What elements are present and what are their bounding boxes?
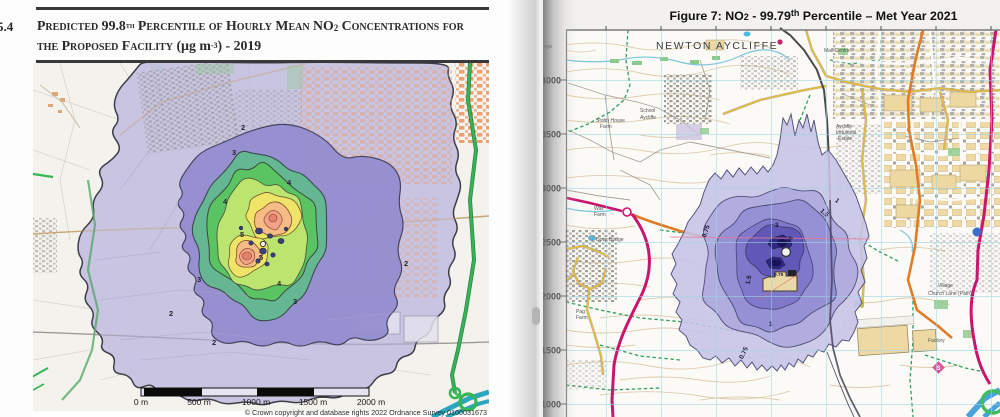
svg-text:nge: nge <box>544 44 553 50</box>
svg-text:4: 4 <box>287 178 292 187</box>
svg-text:Estate: Estate <box>838 136 852 142</box>
svg-text:0.75: 0.75 <box>738 346 750 361</box>
svg-text:© Crown copyright and database: © Crown copyright and database rights 20… <box>245 408 487 417</box>
svg-text:2: 2 <box>169 309 173 318</box>
svg-text:Factory: Factory <box>928 338 945 344</box>
svg-text:Farm: Farm <box>600 124 612 130</box>
svg-text:2500: 2500 <box>543 238 561 248</box>
svg-text:500 m: 500 m <box>187 397 211 407</box>
svg-text:2000: 2000 <box>543 292 561 302</box>
svg-text:3: 3 <box>197 275 201 284</box>
svg-text:S: S <box>936 366 940 372</box>
svg-text:1.5: 1.5 <box>745 275 754 286</box>
svg-text:4: 4 <box>223 197 228 206</box>
svg-text:Village: Village <box>938 283 953 289</box>
svg-text:5: 5 <box>259 253 263 262</box>
svg-text:Pag: Pag <box>576 309 585 315</box>
svg-text:2000 m: 2000 m <box>357 397 385 407</box>
svg-text:5: 5 <box>240 230 244 239</box>
svg-text:1000: 1000 <box>543 400 561 410</box>
svg-text:0 m: 0 m <box>134 397 148 407</box>
svg-text:School: School <box>640 108 655 114</box>
svg-text:0.75: 0.75 <box>701 224 712 239</box>
svg-text:NEWTON AYCLIFFE: NEWTON AYCLIFFE <box>656 40 778 52</box>
svg-text:3000: 3000 <box>543 184 561 194</box>
svg-text:1000 m: 1000 m <box>242 397 270 407</box>
svg-text:3: 3 <box>293 297 297 306</box>
svg-text:Mall Centre: Mall Centre <box>824 48 850 54</box>
svg-text:1500 m: 1500 m <box>299 397 327 407</box>
svg-text:1: 1 <box>833 197 841 205</box>
svg-text:Church Lane (Path): Church Lane (Path) <box>928 291 972 297</box>
svg-text:Farm: Farm <box>576 315 588 321</box>
svg-text:4: 4 <box>277 279 282 288</box>
svg-text:0.75: 0.75 <box>774 272 784 278</box>
svg-text:4000: 4000 <box>543 76 561 86</box>
svg-text:1.5: 1.5 <box>818 208 830 219</box>
svg-text:1500: 1500 <box>543 346 561 356</box>
svg-text:Wall: Wall <box>594 206 604 212</box>
svg-text:3: 3 <box>232 148 236 157</box>
svg-text:3: 3 <box>775 222 779 229</box>
svg-text:Industrial: Industrial <box>836 130 856 136</box>
svg-text:2: 2 <box>404 259 408 268</box>
svg-text:Dove Bridge: Dove Bridge <box>596 237 624 243</box>
svg-text:2: 2 <box>241 123 245 132</box>
svg-text:Aycliffe: Aycliffe <box>640 115 656 121</box>
svg-text:Aycliffe: Aycliffe <box>836 124 852 130</box>
svg-text:Farm: Farm <box>594 212 606 218</box>
svg-text:Stobb House: Stobb House <box>596 118 625 124</box>
svg-text:2.5: 2.5 <box>785 235 795 245</box>
svg-text:2: 2 <box>212 338 216 347</box>
svg-text:1: 1 <box>769 321 773 328</box>
svg-text:3500: 3500 <box>543 130 561 140</box>
